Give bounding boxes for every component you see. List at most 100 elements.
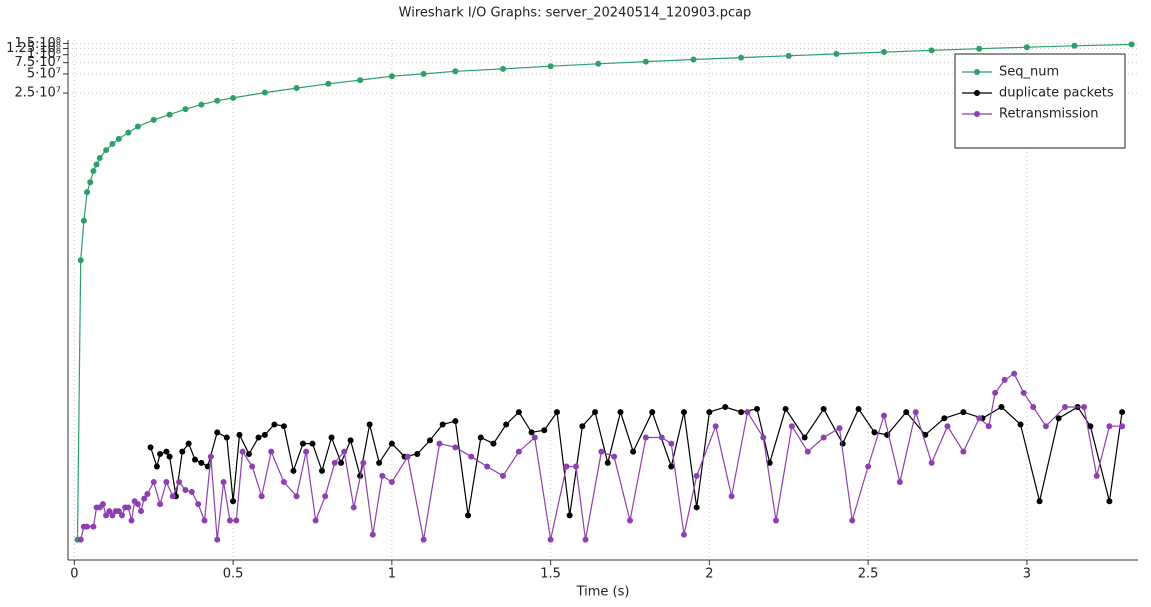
data-point bbox=[347, 437, 354, 444]
data-point bbox=[903, 409, 910, 416]
data-point bbox=[214, 429, 221, 436]
data-point bbox=[788, 423, 795, 430]
data-point bbox=[236, 431, 243, 438]
data-point bbox=[360, 459, 367, 466]
legend-label: Seq_num bbox=[999, 65, 1059, 80]
x-tick-label: 0.5 bbox=[223, 567, 244, 582]
data-point bbox=[230, 94, 237, 101]
data-point bbox=[388, 73, 395, 80]
data-point bbox=[465, 512, 472, 519]
data-point bbox=[484, 463, 491, 470]
data-point bbox=[490, 440, 497, 447]
data-point bbox=[804, 448, 811, 455]
data-point bbox=[760, 434, 767, 441]
data-point bbox=[452, 68, 459, 75]
data-point bbox=[833, 50, 840, 57]
data-point bbox=[379, 472, 386, 479]
data-point bbox=[595, 60, 602, 67]
data-point bbox=[245, 451, 252, 458]
data-point bbox=[125, 129, 132, 136]
data-point bbox=[128, 517, 135, 524]
data-point bbox=[1071, 42, 1078, 49]
data-point bbox=[547, 536, 554, 543]
data-point bbox=[261, 431, 268, 438]
data-point bbox=[642, 434, 649, 441]
data-point bbox=[680, 409, 687, 416]
data-point bbox=[436, 440, 443, 447]
data-point bbox=[766, 459, 773, 466]
data-point bbox=[293, 85, 300, 92]
data-point bbox=[626, 517, 633, 524]
legend-label: Retransmission bbox=[999, 107, 1099, 122]
data-point bbox=[376, 459, 383, 466]
data-point bbox=[515, 448, 522, 455]
data-point bbox=[185, 440, 192, 447]
data-point bbox=[192, 456, 199, 463]
data-point bbox=[928, 459, 935, 466]
data-point bbox=[1036, 498, 1043, 505]
data-point bbox=[255, 434, 262, 441]
data-point bbox=[366, 421, 373, 428]
data-point bbox=[1023, 44, 1030, 51]
data-point bbox=[782, 405, 789, 412]
data-point bbox=[109, 512, 116, 519]
data-point bbox=[1020, 389, 1027, 396]
data-point bbox=[338, 459, 345, 466]
data-point bbox=[960, 448, 967, 455]
data-point bbox=[163, 448, 170, 455]
data-point bbox=[693, 504, 700, 511]
data-point bbox=[87, 179, 94, 186]
data-point bbox=[106, 508, 113, 515]
data-point bbox=[912, 409, 919, 416]
data-point bbox=[738, 54, 745, 61]
data-point bbox=[773, 517, 780, 524]
data-point bbox=[233, 517, 240, 524]
data-point bbox=[801, 434, 808, 441]
data-point bbox=[169, 493, 176, 500]
data-point bbox=[849, 517, 856, 524]
data-point bbox=[188, 488, 195, 495]
x-tick-label: 2.5 bbox=[858, 567, 879, 582]
data-point bbox=[896, 479, 903, 486]
data-point bbox=[865, 463, 872, 470]
data-point bbox=[820, 405, 827, 412]
data-point bbox=[96, 155, 103, 162]
data-point bbox=[1081, 404, 1088, 411]
data-point bbox=[566, 512, 573, 519]
data-point bbox=[230, 498, 237, 505]
data-point bbox=[118, 512, 125, 519]
data-point bbox=[312, 517, 319, 524]
data-point bbox=[369, 531, 376, 538]
data-point bbox=[1042, 423, 1049, 430]
data-point bbox=[138, 508, 145, 515]
data-point bbox=[547, 63, 554, 70]
data-point bbox=[109, 140, 116, 147]
data-point bbox=[944, 423, 951, 430]
data-point bbox=[630, 448, 637, 455]
data-point bbox=[531, 434, 538, 441]
data-point bbox=[195, 501, 202, 508]
data-point bbox=[1011, 370, 1018, 377]
data-point bbox=[1055, 415, 1062, 422]
data-point bbox=[1128, 41, 1135, 48]
data-point bbox=[153, 463, 160, 470]
data-point bbox=[722, 404, 729, 411]
data-point bbox=[157, 451, 164, 458]
data-point bbox=[744, 409, 751, 416]
data-point bbox=[728, 493, 735, 500]
data-point bbox=[328, 434, 335, 441]
data-point bbox=[992, 389, 999, 396]
data-point bbox=[712, 423, 719, 430]
data-point bbox=[325, 80, 332, 87]
data-point bbox=[293, 493, 300, 500]
data-point bbox=[388, 479, 395, 486]
data-point bbox=[604, 459, 611, 466]
data-point bbox=[331, 459, 338, 466]
data-point bbox=[839, 440, 846, 447]
data-point bbox=[693, 472, 700, 479]
data-point bbox=[341, 448, 348, 455]
data-point bbox=[414, 451, 421, 458]
data-point bbox=[223, 434, 230, 441]
data-point bbox=[836, 425, 843, 432]
data-point bbox=[579, 423, 586, 430]
